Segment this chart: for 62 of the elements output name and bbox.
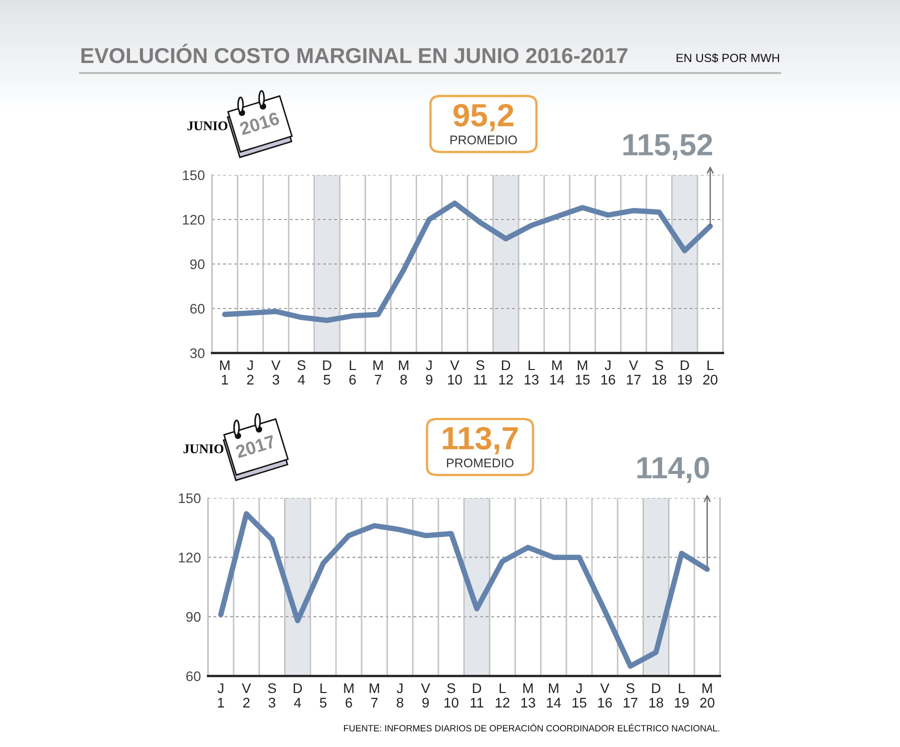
x-tick-label: L 12 [496,683,510,708]
source-note: FUENTE: INFORMES DIARIOS DE OPERACIÓN COORDINADOR ELÉCTRICO NACIONAL. [344,724,720,732]
text: JUNIO [188,121,228,130]
x-tick-label: S 10 [444,683,458,708]
x-tick-label: D 4 [294,683,302,708]
y-tick-label: 30 [190,348,205,358]
x-tick-label: J 15 [572,683,586,708]
x-tick-label: D 11 [470,683,484,708]
x-tick-label: D 5 [323,360,332,385]
x-tick-label: D 12 [499,360,513,384]
x-tick-label: M 1 [220,360,230,384]
x-tick-label: J 8 [396,683,404,708]
x-tick-label: M 6 [344,683,354,708]
x-tick-label: V 17 [626,360,641,384]
text: 113,7 [442,426,518,454]
x-tick-label: L 6 [349,360,356,385]
x-tick-label: L 19 [674,683,689,708]
x-tick-label: L 5 [320,683,327,708]
x-tick-label: S 11 [474,360,487,384]
y-tick-label: 60 [190,304,205,314]
text: 2017 [235,434,276,458]
x-tick-label: M 14 [546,683,561,708]
x-tick-label: S 4 [297,360,306,384]
y-tick-label: 120 [182,214,205,225]
y-tick-label: 120 [178,552,201,563]
x-tick-label: V 2 [242,683,251,708]
x-tick-label: M 13 [521,683,536,708]
x-tick-label: M 8 [398,360,408,385]
text: JUNIO [184,444,224,454]
y-tick-label: 90 [190,259,205,270]
text: PROMEDIO [450,136,517,144]
x-tick-label: V 3 [271,360,280,385]
x-tick-label: S 3 [268,683,276,708]
y-tick-label: 60 [186,671,201,682]
x-tick-label: S 17 [624,683,638,708]
x-tick-label: M 20 [700,683,714,708]
chart-subtitle: EN US$ POR MWH [676,53,780,63]
chart-title: EVOLUCIÓN COSTO MARGINAL EN JUNIO 2016-2017 [81,44,628,64]
data-label: 114,0 [637,456,710,484]
x-tick-label: M 15 [576,360,590,385]
x-tick-label: D 18 [649,683,664,708]
x-tick-label: M 7 [373,360,383,384]
x-tick-label: V 9 [421,683,430,708]
x-tick-label: S 18 [652,360,666,385]
y-tick-label: 150 [182,170,205,180]
x-tick-label: M 14 [550,360,564,384]
text: PROMEDIO [446,458,514,468]
x-tick-label: L 13 [524,360,538,385]
x-tick-label: J 9 [426,360,432,385]
text: 95,2 [454,104,514,132]
x-tick-label: J 16 [601,360,616,385]
text: 2016 [239,112,280,136]
x-tick-label: J 2 [247,360,254,384]
x-tick-label: V 16 [598,683,612,708]
x-tick-label: L 20 [703,360,718,385]
x-tick-label: D 19 [678,360,692,385]
x-tick-label: V 10 [448,360,462,385]
x-tick-label: M 7 [370,683,380,708]
y-tick-label: 90 [186,612,201,622]
y-tick-label: 150 [178,493,201,504]
data-label: 115,52 [623,134,712,160]
x-tick-label: J 1 [218,683,224,708]
